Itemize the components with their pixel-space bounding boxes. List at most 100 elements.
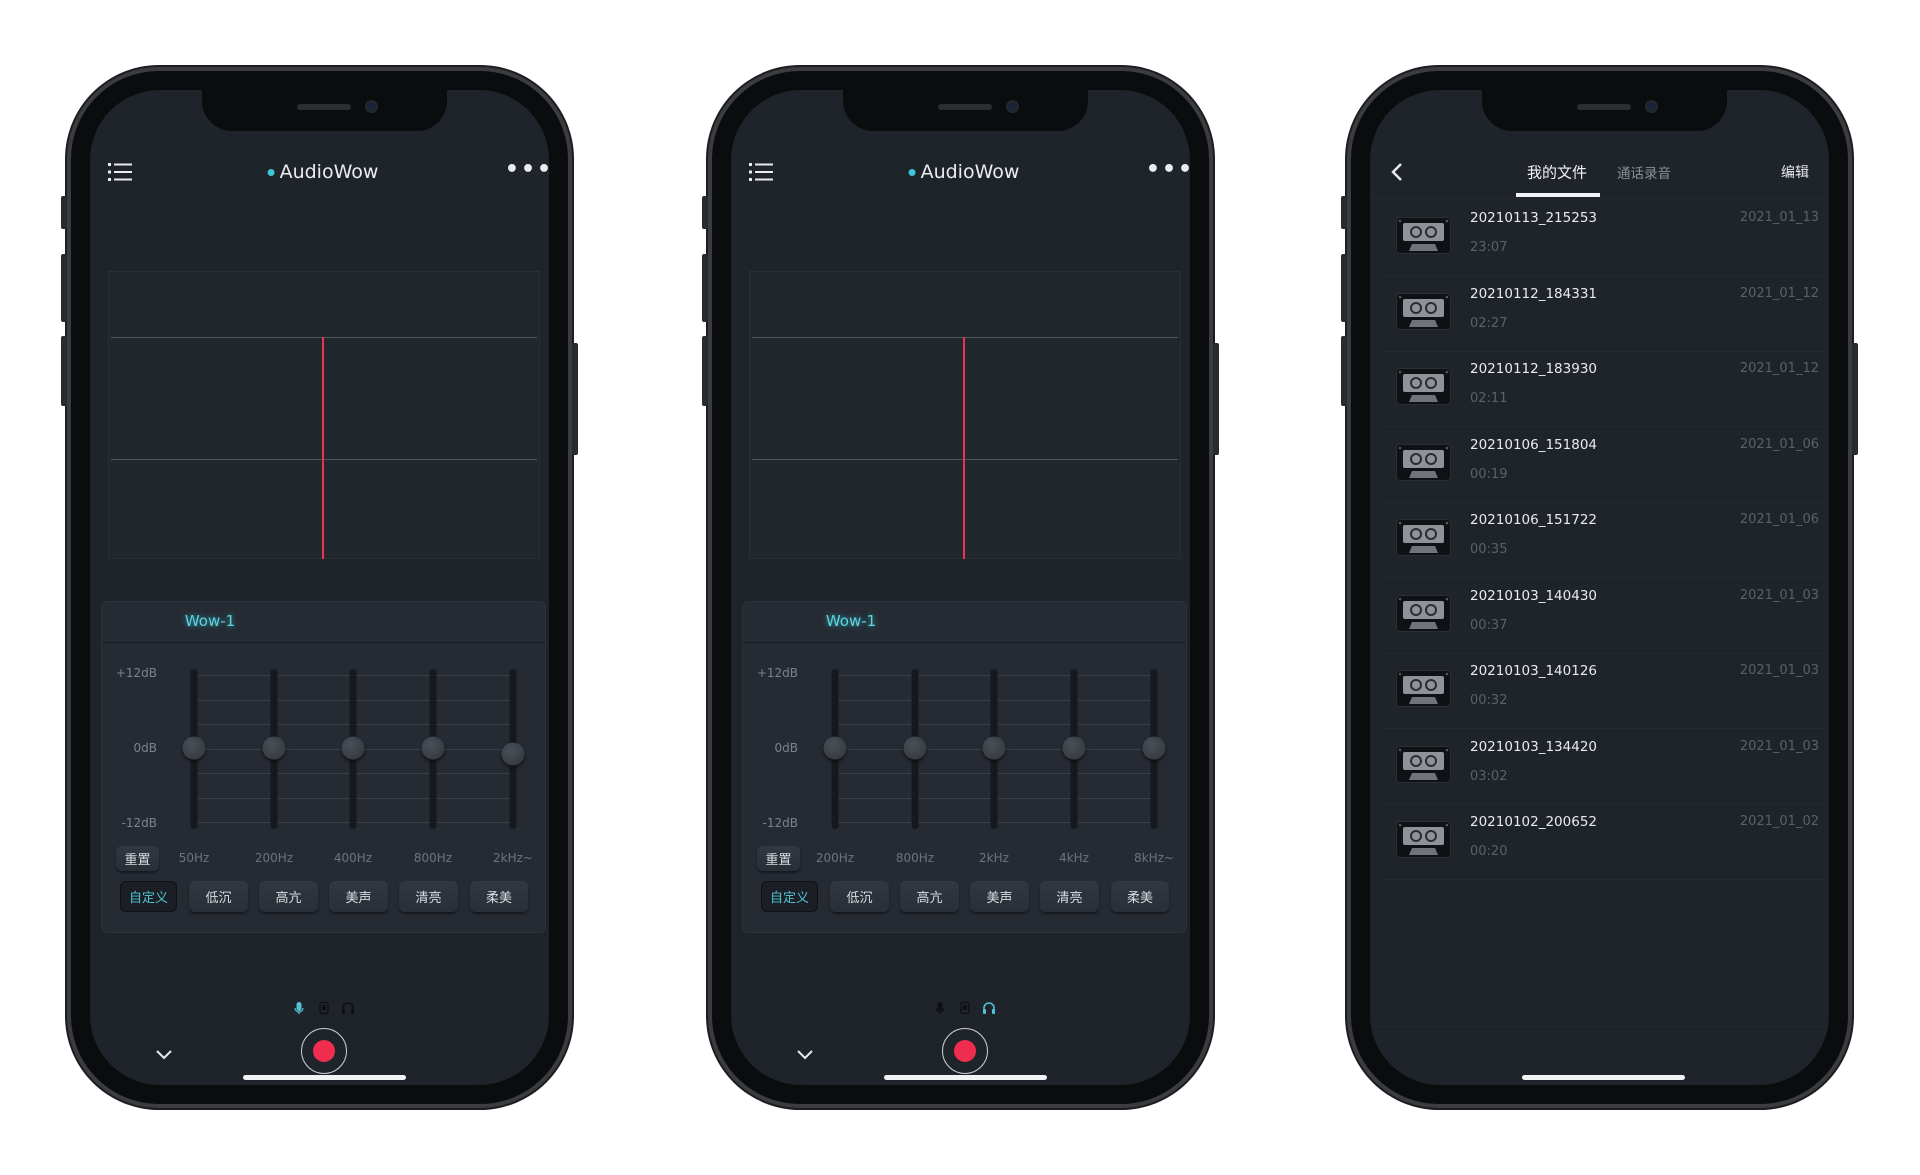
preset-button[interactable]: 高亢: [900, 881, 959, 912]
record-button[interactable]: [942, 1028, 988, 1074]
file-name: 20210112_183930: [1470, 361, 1597, 377]
screen-content: AudioWow ••• Wow-1 +12dB 0dB -12dB 200Hz 800Hz 2…: [731, 90, 1190, 1085]
row-divider: [1381, 803, 1829, 805]
cassette-icon: [1396, 519, 1451, 556]
row-divider: [1381, 577, 1829, 578]
playhead-line: [963, 337, 965, 559]
db-label: +12dB: [115, 666, 157, 680]
record-button[interactable]: [301, 1028, 347, 1074]
preset-button[interactable]: 清亮: [399, 881, 458, 912]
header-divider: [1373, 198, 1829, 199]
slider-knob[interactable]: [421, 736, 445, 760]
screen-content: 我的文件 通话录音 编辑 20210113_215253 23:07 2021_01_13…: [1370, 90, 1829, 1085]
preset-tab[interactable]: Wow-1: [825, 612, 877, 630]
cassette-icon: [1396, 594, 1451, 632]
headphones-icon[interactable]: [341, 1000, 355, 1014]
menu-list-icon[interactable]: [108, 162, 132, 182]
db-label: 0dB: [133, 741, 157, 755]
slider-knob[interactable]: [1062, 736, 1086, 760]
slider-knob[interactable]: [262, 736, 286, 760]
edit-button[interactable]: 编辑: [1781, 165, 1809, 181]
tab-divider: [102, 642, 545, 643]
slider-knob[interactable]: [903, 736, 927, 760]
app-title-text: AudioWow: [279, 161, 379, 183]
preset-button[interactable]: 低沉: [830, 881, 889, 912]
phone-device-icon[interactable]: [958, 1000, 972, 1015]
preset-button[interactable]: 清亮: [1040, 881, 1099, 912]
record-dot-icon: [313, 1040, 335, 1062]
slider-knob[interactable]: [982, 736, 1006, 760]
side-button: [61, 254, 67, 322]
microphone-icon[interactable]: [292, 1000, 306, 1014]
chevron-down-icon[interactable]: [796, 1046, 814, 1060]
slider-knob[interactable]: [501, 742, 525, 766]
status-dot: [908, 169, 916, 176]
db-label: +12dB: [756, 666, 798, 680]
file-name: 20210102_200652: [1470, 814, 1597, 830]
preset-tab[interactable]: Wow-1: [184, 612, 236, 630]
notch: [1482, 90, 1727, 131]
file-duration: 00:35: [1470, 542, 1508, 557]
preset-button[interactable]: 美声: [329, 881, 388, 912]
side-button: [1341, 196, 1347, 229]
row-divider: [1381, 728, 1829, 729]
tab-divider: [743, 642, 1186, 643]
cassette-icon: [1396, 821, 1451, 858]
slider-knob[interactable]: [341, 736, 365, 760]
side-button: [702, 254, 708, 322]
reset-button[interactable]: 重置: [757, 846, 800, 871]
preset-button[interactable]: 高亢: [259, 881, 318, 912]
screen-content: AudioWow ••• Wow-1 +12dB 0dB -12dB 50Hz 200Hz 40…: [90, 90, 549, 1085]
home-indicator[interactable]: [1522, 1075, 1685, 1080]
preset-button[interactable]: 自定义: [761, 881, 818, 912]
band-label: 800Hz: [895, 851, 935, 865]
file-duration: 00:32: [1470, 693, 1508, 708]
band-label: 200Hz: [254, 851, 294, 865]
slider-knob[interactable]: [823, 736, 847, 760]
camera: [365, 100, 378, 113]
tab-call-recordings[interactable]: 通话录音: [1617, 166, 1671, 182]
preset-button[interactable]: 低沉: [189, 881, 248, 912]
tab-my-files[interactable]: 我的文件: [1526, 163, 1588, 182]
preset-button[interactable]: 美声: [970, 881, 1029, 912]
more-icon[interactable]: •••: [1145, 157, 1190, 182]
phone-device-icon[interactable]: [317, 1000, 331, 1015]
band-label: 400Hz: [333, 851, 373, 865]
file-duration: 00:19: [1470, 466, 1508, 482]
app-title: AudioWow: [908, 161, 1019, 183]
cassette-icon: [1396, 443, 1451, 481]
slider-knob[interactable]: [1142, 736, 1166, 760]
microphone-icon[interactable]: [933, 1000, 947, 1014]
record-dot-icon: [954, 1040, 976, 1062]
file-name: 20210106_151804: [1470, 436, 1597, 453]
slider-knob[interactable]: [182, 736, 206, 760]
reset-button[interactable]: 重置: [116, 846, 159, 871]
notch: [843, 90, 1088, 131]
home-indicator[interactable]: [243, 1075, 406, 1080]
file-date: 2021_01_12: [1739, 285, 1819, 301]
menu-list-icon[interactable]: [749, 162, 773, 182]
file-duration: 23:07: [1470, 240, 1508, 255]
preset-button[interactable]: 自定义: [120, 881, 177, 912]
row-divider: [1381, 350, 1829, 352]
spectrum-view: [108, 271, 540, 559]
file-date: 2021_01_03: [1739, 738, 1819, 754]
chevron-down-icon[interactable]: [155, 1046, 173, 1060]
headphones-icon[interactable]: [982, 1000, 996, 1014]
side-button: [1341, 336, 1347, 406]
camera: [1645, 100, 1658, 113]
file-name: 20210113_215253: [1470, 210, 1597, 226]
file-duration: 02:27: [1470, 315, 1508, 331]
band-label: 200Hz: [815, 851, 855, 865]
back-arrow-icon[interactable]: [1390, 162, 1404, 182]
preset-button[interactable]: 柔美: [470, 881, 528, 912]
file-name: 20210103_140126: [1470, 663, 1597, 679]
spectrum-view: [749, 271, 1181, 559]
preset-button[interactable]: 柔美: [1111, 881, 1169, 912]
more-icon[interactable]: •••: [504, 157, 549, 182]
side-button: [1341, 254, 1347, 322]
home-indicator[interactable]: [884, 1075, 1047, 1080]
phone-1: AudioWow ••• Wow-1 +12dB 0dB -12dB 50Hz 200Hz 40…: [61, 67, 578, 1108]
db-label: -12dB: [762, 816, 798, 830]
side-button: [61, 336, 67, 406]
